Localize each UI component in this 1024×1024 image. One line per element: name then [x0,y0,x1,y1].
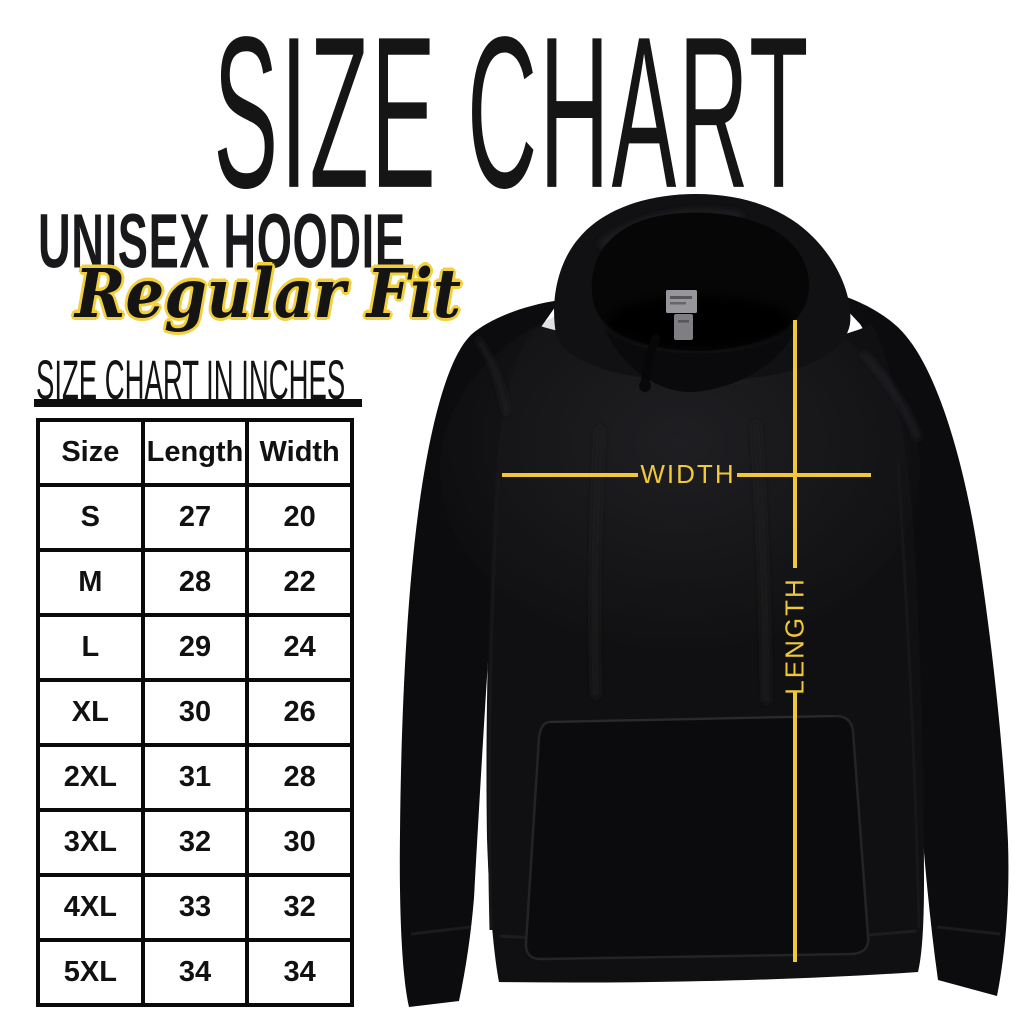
width-cell: 32 [245,873,354,942]
table-row: XL 30 26 [36,678,354,747]
hood-opening-shadow [608,296,792,348]
length-cell: 30 [140,678,250,747]
collar-fold [606,326,796,392]
right-cuff-seam [936,925,1001,936]
size-cell: M [36,548,145,617]
table-header-row: Size Length Width [36,418,354,487]
width-cell: 30 [245,808,354,877]
length-cell: 28 [140,548,250,617]
chest-highlight [440,290,920,650]
column-header-width: Width [245,418,354,487]
column-header-length: Length [140,418,250,487]
column-header-size: Size [36,418,145,487]
width-measure-line-right [737,473,871,477]
neck-tag-icon [666,290,697,340]
width-cell: 22 [245,548,354,617]
left-cuff-seam [410,925,472,936]
length-measure-line-bottom [793,692,797,962]
size-cell: L [36,613,145,682]
left-body-seam [487,469,501,931]
heading-underline [34,399,362,407]
table-row: M 28 22 [36,548,354,617]
width-cell: 24 [245,613,354,682]
length-cell: 32 [140,808,250,877]
table-row: 2XL 31 28 [36,743,354,812]
width-cell: 26 [245,678,354,747]
size-cell: 3XL [36,808,145,877]
width-cell: 20 [245,483,354,552]
length-measure-line-top [793,320,797,568]
size-cell: 2XL [36,743,145,812]
size-table: Size Length Width S 27 20 M 28 22 L 29 2… [36,418,354,1007]
fabric-creases [476,338,921,704]
table-row: 4XL 33 32 [36,873,354,942]
length-cell: 27 [140,483,250,552]
table-row: L 29 24 [36,613,354,682]
table-row: 5XL 34 34 [36,938,354,1007]
size-cell: XL [36,678,145,747]
size-cell: 4XL [36,873,145,942]
table-row: 3XL 32 30 [36,808,354,877]
drawstring [641,334,660,386]
product-fit: Regular Fit [75,254,461,334]
table-row: S 27 20 [36,483,354,552]
width-cell: 34 [245,938,354,1007]
length-cell: 31 [140,743,250,812]
length-cell: 33 [140,873,250,942]
size-cell: S [36,483,145,552]
width-measure-label: WIDTH [640,459,736,489]
size-cell: 5XL [36,938,145,1007]
length-measure-label: LENGTH [779,577,810,695]
kangaroo-pocket [524,714,870,961]
right-body-seam [896,461,921,929]
width-measure-line-left [502,473,638,477]
length-cell: 29 [140,613,250,682]
width-cell: 28 [245,743,354,812]
length-cell: 34 [140,938,250,1007]
drawstring-tip [639,380,651,392]
pocket-top-edge [548,715,835,723]
left-sleeve [399,300,560,1007]
product-name: UNISEX HOODIE [38,199,406,285]
